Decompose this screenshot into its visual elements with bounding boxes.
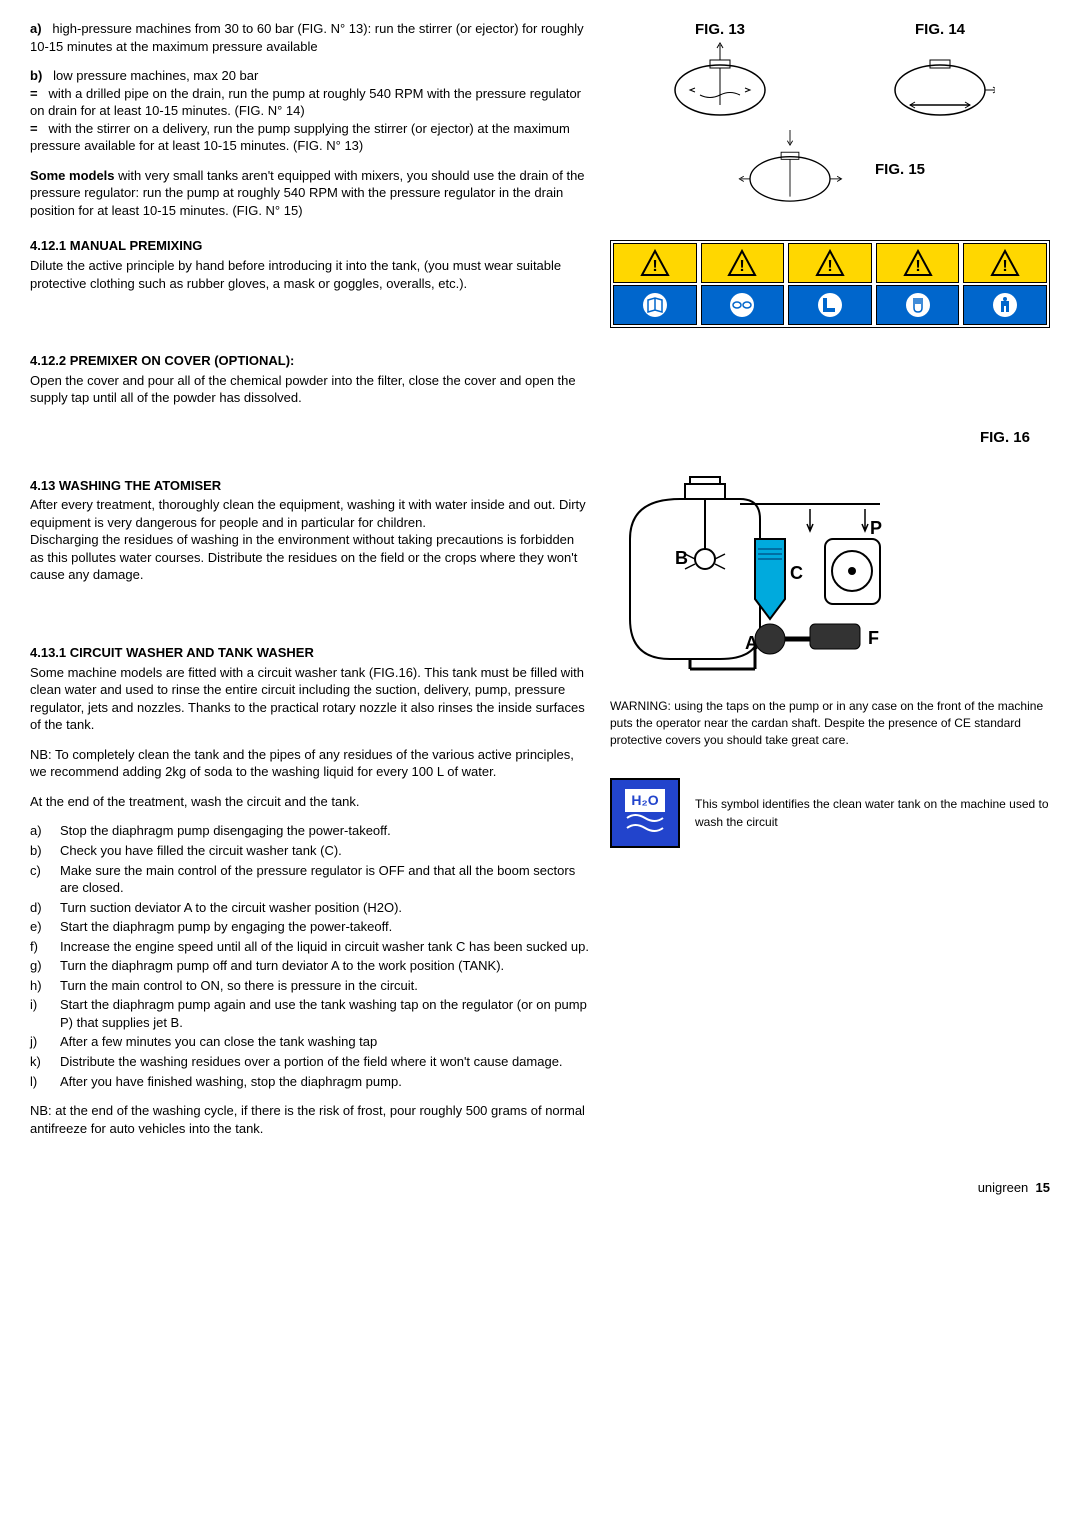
fig16-diagram: B C P A F	[610, 459, 890, 679]
gloves-icon	[876, 285, 960, 325]
step-text: After a few minutes you can close the ta…	[60, 1033, 590, 1051]
section-4131-title: 4.13.1 CIRCUIT WASHER AND TANK WASHER	[30, 644, 590, 662]
step-item: c)Make sure the main control of the pres…	[30, 862, 590, 897]
fig15-diagram	[735, 130, 845, 210]
step-text: Distribute the washing residues over a p…	[60, 1053, 590, 1071]
step-text: Turn suction deviator A to the circuit w…	[60, 899, 590, 917]
fig13-label: FIG. 13	[695, 20, 745, 40]
read-manual-icon	[613, 285, 697, 325]
step-marker: e)	[30, 918, 60, 936]
section-413-title: 4.13 WASHING THE ATOMISER	[30, 477, 590, 495]
step-text: Increase the engine speed until all of t…	[60, 938, 590, 956]
step-marker: c)	[30, 862, 60, 897]
item-a-label: a)	[30, 21, 42, 36]
warning-triangle-icon: !	[963, 243, 1047, 283]
step-text: Start the diaphragm pump by engaging the…	[60, 918, 590, 936]
eq-text-1: with a drilled pipe on the drain, run th…	[30, 86, 581, 119]
svg-text:!: !	[652, 258, 657, 275]
h2o-description: This symbol identifies the clean water t…	[695, 795, 1050, 831]
step-marker: l)	[30, 1073, 60, 1091]
fig16-warning: WARNING: using the taps on the pump or i…	[610, 698, 1050, 748]
step-item: b)Check you have filled the circuit wash…	[30, 842, 590, 860]
section-4131-p2: At the end of the treatment, wash the ci…	[30, 793, 590, 811]
section-4121-text: Dilute the active principle by hand befo…	[30, 257, 590, 292]
step-text: After you have finished washing, stop th…	[60, 1073, 590, 1091]
step-text: Make sure the main control of the pressu…	[60, 862, 590, 897]
svg-text:!: !	[1003, 258, 1008, 275]
fig14-diagram	[885, 40, 995, 120]
section-413-p2: Discharging the residues of washing in t…	[30, 531, 590, 584]
step-text: Start the diaphragm pump again and use t…	[60, 996, 590, 1031]
fig15-label: FIG. 15	[875, 160, 925, 180]
eq-marker-2: =	[30, 121, 38, 136]
warning-triangle-icon: !	[701, 243, 785, 283]
step-item: l)After you have finished washing, stop …	[30, 1073, 590, 1091]
label-f: F	[868, 628, 879, 648]
item-b-label: b)	[30, 68, 42, 83]
overalls-icon	[963, 285, 1047, 325]
goggles-icon	[701, 285, 785, 325]
item-a-text: high-pressure machines from 30 to 60 bar…	[30, 21, 584, 54]
svg-text:!: !	[827, 258, 832, 275]
section-4122-text: Open the cover and pour all of the chemi…	[30, 372, 590, 407]
step-item: i)Start the diaphragm pump again and use…	[30, 996, 590, 1031]
warning-triangle-icon: !	[613, 243, 697, 283]
warning-triangle-icon: !	[788, 243, 872, 283]
section-413-p1: After every treatment, thoroughly clean …	[30, 496, 590, 531]
some-models-bold: Some models	[30, 168, 115, 183]
step-marker: a)	[30, 822, 60, 840]
label-c: C	[790, 563, 803, 583]
svg-text:!: !	[740, 258, 745, 275]
label-p: P	[870, 518, 882, 538]
fig16-label: FIG. 16	[610, 428, 1050, 448]
section-4131-p1: Some machine models are fitted with a ci…	[30, 664, 590, 734]
section-4122-title: 4.12.2 PREMIXER ON COVER (OPTIONAL):	[30, 352, 590, 370]
step-item: g)Turn the diaphragm pump off and turn d…	[30, 957, 590, 975]
step-item: j)After a few minutes you can close the …	[30, 1033, 590, 1051]
h2o-symbol: H₂O	[610, 778, 680, 848]
boots-icon	[788, 285, 872, 325]
step-text: Check you have filled the circuit washer…	[60, 842, 590, 860]
step-marker: g)	[30, 957, 60, 975]
footer-brand: unigreen	[978, 1180, 1029, 1195]
page-footer: unigreen 15	[30, 1179, 1050, 1197]
safety-icons-panel: ! ! !	[610, 240, 1050, 328]
step-marker: d)	[30, 899, 60, 917]
fig13-diagram	[665, 40, 775, 120]
step-item: d)Turn suction deviator A to the circuit…	[30, 899, 590, 917]
section-4121-title: 4.12.1 MANUAL PREMIXING	[30, 237, 590, 255]
step-item: f)Increase the engine speed until all of…	[30, 938, 590, 956]
footer-page-number: 15	[1036, 1180, 1050, 1195]
steps-list: a)Stop the diaphragm pump disengaging th…	[30, 822, 590, 1090]
step-marker: h)	[30, 977, 60, 995]
step-marker: f)	[30, 938, 60, 956]
item-b-text: low pressure machines, max 20 bar	[53, 68, 258, 83]
step-item: e)Start the diaphragm pump by engaging t…	[30, 918, 590, 936]
fig14-label: FIG. 14	[915, 20, 965, 40]
svg-text:!: !	[915, 258, 920, 275]
step-marker: b)	[30, 842, 60, 860]
h2o-label: H₂O	[625, 789, 664, 812]
label-b: B	[675, 548, 688, 568]
step-item: h)Turn the main control to ON, so there …	[30, 977, 590, 995]
nb-end: NB: at the end of the washing cycle, if …	[30, 1102, 590, 1137]
step-text: Turn the main control to ON, so there is…	[60, 977, 590, 995]
step-text: Turn the diaphragm pump off and turn dev…	[60, 957, 590, 975]
section-4131-nb1: NB: To completely clean the tank and the…	[30, 746, 590, 781]
eq-marker-1: =	[30, 86, 38, 101]
step-item: a)Stop the diaphragm pump disengaging th…	[30, 822, 590, 840]
eq-text-2: with the stirrer on a delivery, run the …	[30, 121, 570, 154]
warning-triangle-icon: !	[876, 243, 960, 283]
step-marker: j)	[30, 1033, 60, 1051]
step-item: k)Distribute the washing residues over a…	[30, 1053, 590, 1071]
step-text: Stop the diaphragm pump disengaging the …	[60, 822, 590, 840]
step-marker: i)	[30, 996, 60, 1031]
step-marker: k)	[30, 1053, 60, 1071]
